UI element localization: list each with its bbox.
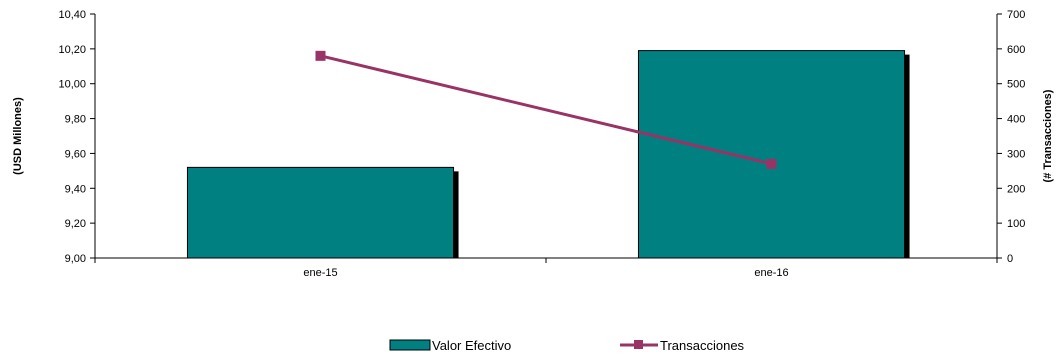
- left-tick-label: 9,80: [65, 114, 86, 126]
- right-tick-label: 300: [1007, 148, 1025, 160]
- right-tick-label: 400: [1007, 114, 1025, 126]
- right-tick-label: 500: [1007, 79, 1025, 91]
- legend-swatch-valor-efectivo: [389, 339, 431, 351]
- right-axis-title: (# Transacciones): [1042, 89, 1054, 182]
- right-tick-label: 700: [1007, 9, 1025, 21]
- legend-label-valor-efectivo: Valor Efectivo: [432, 338, 511, 353]
- left-tick-label: 9,00: [65, 253, 86, 265]
- bar-valor-efectivo: [186, 166, 455, 259]
- bar-valor-efectivo: [637, 50, 906, 259]
- left-tick-label: 9,40: [65, 183, 86, 195]
- left-tick-label: 9,60: [65, 148, 86, 160]
- legend: Valor Efectivo Transacciones: [389, 338, 745, 353]
- right-tick-group: 0 100 200 300 400 500 600 700: [997, 9, 1025, 265]
- line-transacciones: [320, 54, 772, 166]
- bar-series-group: [186, 50, 910, 259]
- x-tick-label: ene-15: [303, 267, 337, 279]
- left-axis-title: (USD Millones): [12, 97, 24, 175]
- x-tick-group: ene-15 ene-16: [94, 258, 998, 279]
- right-tick-label: 600: [1007, 44, 1025, 56]
- left-tick-label: 10,40: [58, 9, 86, 21]
- left-tick-group: 9,00 9,20 9,40 9,60 9,80 10,00 10,20 10,40: [58, 9, 95, 265]
- left-tick-label: 10,20: [58, 44, 86, 56]
- left-tick-label: 9,20: [65, 218, 86, 230]
- left-tick-label: 10,00: [58, 79, 86, 91]
- right-tick-label: 0: [1007, 253, 1013, 265]
- x-tick-label: ene-16: [754, 267, 788, 279]
- line-series-group: [315, 50, 777, 169]
- right-tick-label: 100: [1007, 218, 1025, 230]
- legend-label-transacciones: Transacciones: [660, 338, 745, 353]
- right-tick-label: 200: [1007, 183, 1025, 195]
- legend-marker-transacciones: [634, 340, 643, 349]
- point-transacciones: [766, 158, 777, 169]
- point-transacciones: [315, 50, 326, 61]
